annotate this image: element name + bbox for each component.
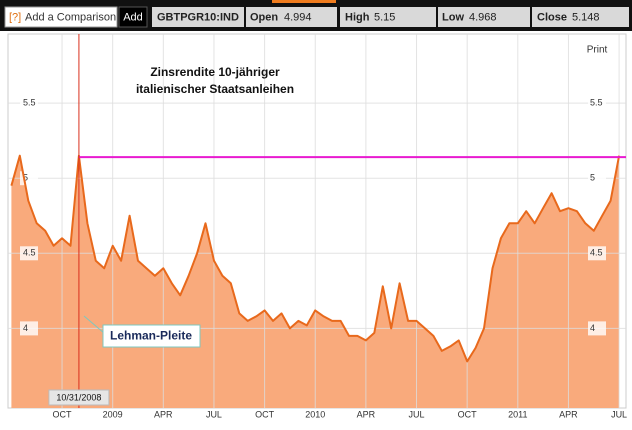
y-tick-bg: [588, 246, 606, 261]
close-label: Close: [537, 11, 567, 23]
open-box: [246, 7, 337, 27]
y-tick-bg: [588, 321, 606, 336]
annotation: Lehman-Pleite: [110, 329, 192, 343]
event-label: 10/31/2008: [56, 392, 101, 402]
x-tick-label: OCT: [255, 409, 275, 419]
x-tick-label: APR: [559, 409, 578, 419]
open-label: Open: [250, 11, 278, 23]
ticker: GBTPGR10:IND: [157, 11, 239, 23]
x-tick-label: OCT: [458, 409, 478, 419]
input-placeholder: Add a Comparison: [25, 11, 116, 23]
y-tick-bg: [20, 96, 38, 111]
toolbar-accent: [272, 0, 336, 3]
y-tick-bg: [20, 246, 38, 261]
x-tick-label: JUL: [409, 409, 425, 419]
open-value: 4.994: [284, 11, 312, 23]
x-tick-label: APR: [357, 409, 376, 419]
y-tick-bg: [588, 96, 606, 111]
y-tick-label: 4: [23, 323, 28, 333]
low-value: 4.968: [469, 11, 497, 23]
chart-title: Zinsrendite 10-jähriger: [150, 65, 280, 79]
annotation-pointer: [83, 315, 105, 334]
x-tick-label: 2009: [103, 409, 123, 419]
x-tick-label: JUL: [611, 409, 627, 419]
low-label: Low: [442, 11, 464, 23]
x-tick-label: 2011: [508, 409, 527, 419]
x-tick-label: OCT: [53, 409, 73, 419]
y-tick-label-right: 4: [590, 323, 595, 333]
comparison-input[interactable]: [4, 6, 118, 28]
x-tick-label: 2010: [305, 409, 325, 419]
close-box: [532, 7, 629, 27]
line: [10, 154, 621, 363]
close-value: 5.148: [572, 11, 600, 23]
x-tick-label: JUL: [206, 409, 222, 419]
print-link[interactable]: Print: [587, 45, 608, 56]
y-tick-label: 4.5: [23, 248, 36, 258]
low-box: [438, 7, 530, 27]
annotation-box: [102, 324, 201, 348]
help-icon[interactable]: [?]: [9, 11, 21, 23]
event-label-bg: [48, 389, 110, 406]
high-value: 5.15: [374, 11, 395, 23]
high-box: [340, 7, 436, 27]
high-label: High: [345, 11, 370, 23]
y-tick-label-right: 4.5: [590, 248, 603, 258]
add-button-label[interactable]: Add: [123, 11, 143, 23]
y-tick-label-right: 5.5: [590, 97, 603, 107]
chart-subtitle: italienischer Staatsanleihen: [136, 82, 294, 96]
ticker-box: [152, 7, 244, 27]
y-tick-label: 5: [23, 173, 28, 183]
add-button[interactable]: [118, 6, 148, 28]
y-tick-label: 5.5: [23, 97, 36, 107]
y-tick-bg: [588, 171, 606, 186]
y-tick-bg: [20, 321, 38, 336]
x-tick-label: APR: [154, 409, 173, 419]
y-tick-label-right: 5: [590, 173, 595, 183]
